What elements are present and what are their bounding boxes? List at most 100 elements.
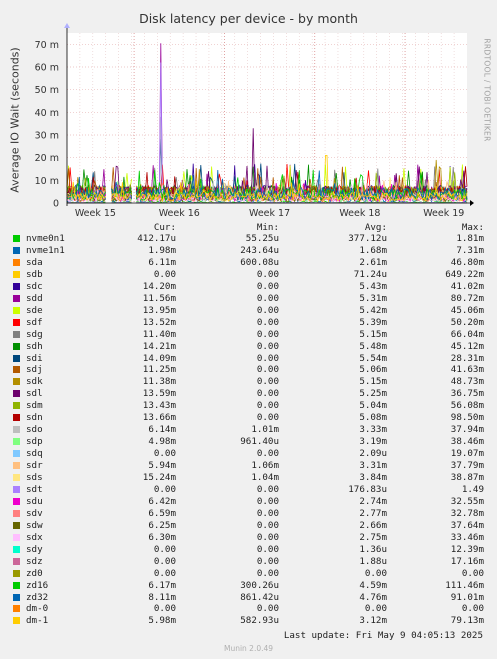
legend-swatch	[13, 438, 20, 446]
legend-series-name: sda	[26, 256, 43, 268]
legend-series-name: sdz	[26, 555, 43, 567]
legend-min-value: 600.08u	[240, 256, 279, 268]
legend-min-value: 243.64u	[240, 244, 279, 256]
legend-swatch	[13, 462, 20, 470]
legend-swatch	[13, 617, 20, 625]
legend-row: sdl 13.59m 0.00 5.25m 36.75m	[0, 388, 497, 399]
legend-row: sdj 11.25m 0.00 5.06m 41.63m	[0, 364, 497, 375]
legend-max-value: 37.79m	[450, 460, 484, 472]
legend-row: sdx 6.30m 0.00 2.75m 33.46m	[0, 532, 497, 543]
legend-min-value: 0.00	[256, 268, 279, 280]
legend-series-name: sdu	[26, 495, 43, 507]
x-tick-label: Week 15	[75, 208, 116, 219]
legend-max-value: 56.08m	[450, 400, 484, 412]
x-tick-label: Week 16	[159, 208, 200, 219]
plot-area	[67, 33, 467, 203]
legend-swatch	[13, 426, 20, 434]
legend-cur-value: 6.30m	[148, 531, 176, 543]
legend-cur-value: 0.00	[153, 603, 176, 615]
legend-max-value: 12.39m	[450, 543, 484, 555]
legend-min-value: 0.00	[256, 316, 279, 328]
legend-min-value: 55.25u	[245, 233, 279, 244]
legend-series-name: sde	[26, 304, 43, 316]
legend-row: zd0 0.00 0.00 0.00 0.00	[0, 568, 497, 579]
legend-max-value: 91.01m	[450, 591, 484, 603]
x-tick-label: Week 17	[249, 208, 290, 219]
legend-series-name: sdf	[26, 316, 43, 328]
legend-row: sde 13.95m 0.00 5.42m 45.06m	[0, 305, 497, 316]
legend-avg-value: 2.74m	[359, 495, 387, 507]
legend-series-name: sdx	[26, 531, 43, 543]
legend-swatch	[13, 474, 20, 481]
legend-row: sdh 14.21m 0.00 5.48m 45.12m	[0, 341, 497, 352]
y-tick-label: 70 m	[35, 40, 59, 51]
legend-avg-value: 3.84m	[359, 472, 387, 483]
legend-avg-value: 1.88u	[359, 555, 387, 567]
legend-min-value: 861.42u	[240, 591, 279, 603]
legend-min-value: 0.00	[256, 448, 279, 460]
legend-series-name: sdp	[26, 436, 43, 448]
legend-swatch	[13, 390, 20, 398]
legend-max-value: 41.02m	[450, 280, 484, 292]
legend-avg-value: 5.39m	[359, 316, 387, 328]
legend-cur-value: 6.25m	[148, 519, 176, 531]
legend-min-value: 0.00	[256, 543, 279, 555]
legend-series-name: sdj	[26, 364, 43, 376]
legend-avg-value: 5.48m	[359, 340, 387, 352]
legend-max-value: 38.46m	[450, 436, 484, 448]
legend-max-value: 17.16m	[450, 555, 484, 567]
legend-swatch	[13, 450, 20, 458]
y-tick-label: 30 m	[35, 131, 59, 142]
legend-avg-value: 71.24u	[353, 268, 387, 280]
legend-series-name: zd16	[26, 579, 49, 591]
legend-cur-value: 0.00	[153, 268, 176, 280]
legend-swatch	[13, 378, 20, 386]
legend-row: nvme1n1 1.98m 243.64u 1.68m 7.31m	[0, 245, 497, 256]
legend-max-value: 37.64m	[450, 519, 484, 531]
legend-row: sdg 11.40m 0.00 5.15m 66.04m	[0, 329, 497, 340]
legend-max-value: 46.80m	[450, 256, 484, 268]
legend-swatch	[13, 318, 20, 326]
legend-series-name: sdn	[26, 412, 43, 424]
legend-swatch	[13, 402, 20, 410]
legend-cur-value: 0.00	[153, 567, 176, 579]
legend-series-name: sdt	[26, 483, 43, 495]
legend-max-value: 45.06m	[450, 304, 484, 316]
legend-max-value: 28.31m	[450, 352, 484, 364]
legend-row: sds 15.24m 1.04m 3.84m 38.87m	[0, 472, 497, 483]
legend-row: sdp 4.98m 961.40u 3.19m 38.46m	[0, 436, 497, 447]
legend-row: sdu 6.42m 0.00 2.74m 32.55m	[0, 496, 497, 507]
legend-cur-value: 0.00	[153, 483, 176, 495]
legend-swatch	[13, 366, 20, 374]
legend-max-value: 33.46m	[450, 531, 484, 543]
legend-series-name: zd32	[26, 591, 49, 603]
legend-series-name: sdo	[26, 424, 43, 436]
legend-min-value: 1.04m	[251, 472, 279, 483]
legend-row: dm-1 5.98m 582.93u 3.12m 79.13m	[0, 615, 497, 626]
legend-series-name: dm-0	[26, 603, 49, 615]
legend-max-value: 0.00	[461, 603, 484, 615]
y-axis-arrow	[64, 23, 70, 28]
legend-swatch	[13, 330, 20, 338]
legend-max-value: 1.81m	[456, 233, 484, 244]
legend-max-value: 45.12m	[450, 340, 484, 352]
legend-avg-value: 2.77m	[359, 507, 387, 519]
legend-cur-value: 11.25m	[142, 364, 176, 376]
legend-row: sdn 13.66m 0.00 5.08m 98.50m	[0, 412, 497, 423]
legend-avg-value: 5.06m	[359, 364, 387, 376]
legend-min-value: 0.00	[256, 376, 279, 388]
legend-cur-value: 13.66m	[142, 412, 176, 424]
legend-swatch	[13, 485, 20, 493]
legend-row: sdt 0.00 0.00 176.83u 1.49	[0, 484, 497, 495]
legend-header-cur: Cur:	[153, 222, 176, 233]
legend-series-name: sdd	[26, 292, 43, 304]
legend-series-name: sdm	[26, 400, 43, 412]
legend-swatch	[13, 569, 20, 577]
legend-min-value: 0.00	[256, 292, 279, 304]
legend-max-value: 38.87m	[450, 472, 484, 483]
legend-max-value: 32.55m	[450, 495, 484, 507]
legend-cur-value: 13.52m	[142, 316, 176, 328]
y-tick-label: 0	[53, 199, 59, 210]
legend-max-value: 111.46m	[445, 579, 484, 591]
legend-avg-value: 5.25m	[359, 388, 387, 400]
